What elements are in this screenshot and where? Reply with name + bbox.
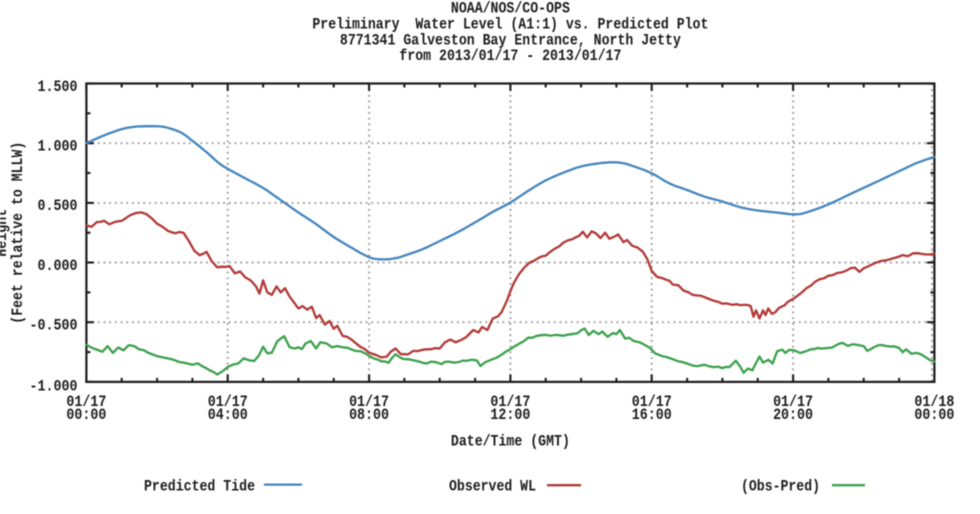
svg-text:Height: Height bbox=[0, 209, 11, 257]
svg-text:1.000: 1.000 bbox=[38, 138, 78, 156]
svg-text:Preliminary Water Level (A1:1: Preliminary Water Level (A1:1) vs. Predi… bbox=[312, 15, 708, 33]
svg-text:from 2013/01/17 - 2013/01/17: from 2013/01/17 - 2013/01/17 bbox=[399, 47, 621, 65]
svg-text:NOAA/NOS/CO-OPS: NOAA/NOS/CO-OPS bbox=[451, 0, 570, 18]
svg-text:8771341 Galveston Bay Entrance: 8771341 Galveston Bay Entrance, North Je… bbox=[340, 31, 681, 49]
svg-text:01/17: 01/17 bbox=[773, 393, 813, 411]
svg-text:01/17: 01/17 bbox=[208, 393, 248, 411]
svg-text:00:00: 00:00 bbox=[66, 406, 106, 424]
svg-text:1.500: 1.500 bbox=[38, 78, 78, 96]
svg-text:04:00: 04:00 bbox=[208, 406, 248, 424]
svg-text:Date/Time (GMT): Date/Time (GMT) bbox=[451, 432, 570, 450]
svg-text:01/17: 01/17 bbox=[66, 393, 106, 411]
svg-text:01/17: 01/17 bbox=[490, 393, 530, 411]
svg-text:00:00: 00:00 bbox=[914, 406, 954, 424]
svg-text:08:00: 08:00 bbox=[349, 406, 389, 424]
svg-text:-0.500: -0.500 bbox=[30, 317, 78, 335]
svg-text:01/18: 01/18 bbox=[914, 393, 954, 411]
svg-text:(Obs-Pred): (Obs-Pred) bbox=[741, 478, 820, 496]
svg-text:Predicted Tide: Predicted Tide bbox=[144, 478, 255, 496]
svg-text:Observed WL: Observed WL bbox=[449, 478, 536, 496]
svg-text:0.000: 0.000 bbox=[38, 257, 78, 275]
svg-text:01/17: 01/17 bbox=[632, 393, 672, 411]
svg-text:01/17: 01/17 bbox=[349, 393, 389, 411]
svg-text:16:00: 16:00 bbox=[632, 406, 672, 424]
svg-text:(Feet relative to MLLW): (Feet relative to MLLW) bbox=[9, 142, 27, 324]
svg-text:12:00: 12:00 bbox=[490, 406, 530, 424]
svg-text:20:00: 20:00 bbox=[773, 406, 813, 424]
svg-text:0.500: 0.500 bbox=[38, 197, 78, 215]
svg-text:-1.000: -1.000 bbox=[30, 377, 78, 395]
